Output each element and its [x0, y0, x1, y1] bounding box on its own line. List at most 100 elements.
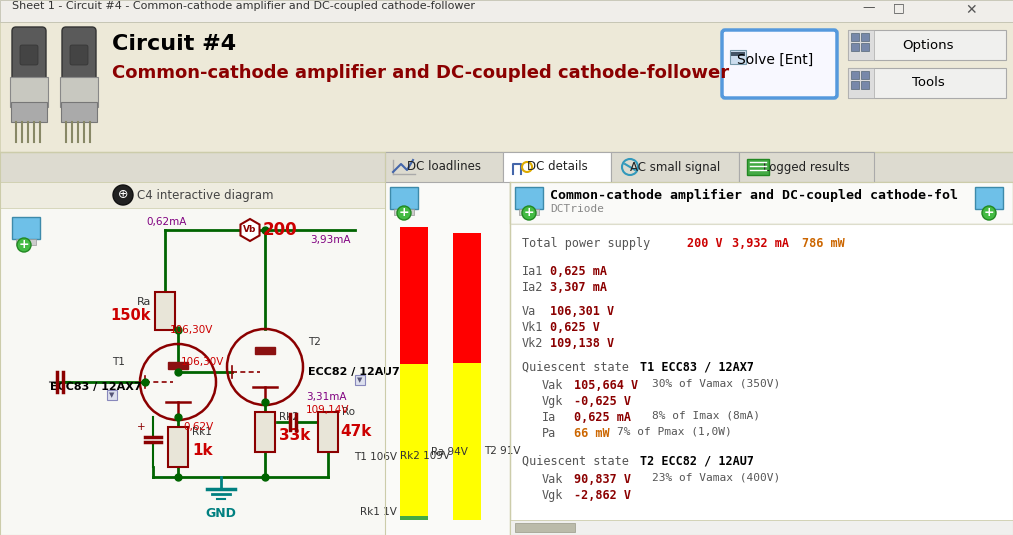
Text: +: +	[399, 207, 409, 219]
Bar	[861, 43, 869, 51]
Text: T2 91V: T2 91V	[484, 446, 521, 456]
Text: 30% of Vamax (350V): 30% of Vamax (350V)	[652, 379, 780, 389]
Bar	[394, 209, 414, 215]
Text: Rk1: Rk1	[192, 427, 212, 437]
Text: 7% of Pmax (1,0W): 7% of Pmax (1,0W)	[617, 427, 731, 437]
Bar	[318, 412, 338, 452]
Circle shape	[397, 206, 411, 220]
Circle shape	[113, 185, 133, 205]
Text: -0,625 V: -0,625 V	[574, 395, 631, 408]
Bar	[515, 523, 575, 532]
Bar	[255, 412, 275, 452]
Text: Total power supply: Total power supply	[522, 237, 650, 250]
Text: ▼: ▼	[358, 377, 363, 383]
Bar	[730, 50, 746, 64]
Bar	[400, 516, 428, 520]
Bar	[11, 102, 47, 122]
Bar	[503, 152, 611, 182]
Bar	[16, 239, 36, 245]
Bar	[255, 347, 275, 354]
Bar	[0, 152, 385, 535]
Bar	[0, 182, 385, 208]
Text: Ra 94V: Ra 94V	[431, 447, 468, 457]
Text: DC details: DC details	[527, 160, 588, 173]
Text: 3,93mA: 3,93mA	[310, 235, 350, 245]
Text: T2 ECC82 / 12AU7: T2 ECC82 / 12AU7	[640, 455, 754, 468]
Bar	[515, 187, 543, 209]
Text: 105,664 V: 105,664 V	[574, 379, 638, 392]
Bar	[861, 33, 869, 41]
Bar	[60, 77, 98, 107]
Text: Ra: Ra	[137, 297, 151, 307]
Text: 66 mW: 66 mW	[574, 427, 610, 440]
Text: Ia2: Ia2	[522, 281, 543, 294]
Text: Rk1 1V: Rk1 1V	[361, 507, 397, 517]
Bar	[848, 68, 874, 98]
Text: Vak: Vak	[542, 379, 563, 392]
Text: Vb: Vb	[243, 225, 256, 234]
Text: 200 V: 200 V	[687, 237, 722, 250]
Text: Quiescent state: Quiescent state	[522, 455, 636, 468]
Text: GND: GND	[206, 507, 236, 520]
Text: +: +	[524, 207, 534, 219]
Bar	[155, 292, 175, 330]
Bar	[453, 363, 481, 520]
Text: 109,138 V: 109,138 V	[550, 337, 614, 350]
Bar	[400, 364, 428, 520]
Text: Ro: Ro	[342, 407, 355, 417]
Text: +: +	[984, 207, 995, 219]
Bar	[519, 209, 539, 215]
Text: Quiescent state: Quiescent state	[522, 361, 636, 374]
Bar	[861, 71, 869, 79]
Bar	[747, 159, 769, 175]
Circle shape	[17, 238, 31, 252]
Text: 3,932 mA: 3,932 mA	[732, 237, 789, 250]
Bar	[385, 182, 510, 535]
Bar	[0, 182, 385, 535]
FancyBboxPatch shape	[722, 30, 837, 98]
Bar	[390, 187, 418, 209]
Text: C4 interactive diagram: C4 interactive diagram	[137, 188, 274, 202]
Text: 90,837 V: 90,837 V	[574, 473, 631, 486]
Text: AC small signal: AC small signal	[630, 160, 720, 173]
Bar	[851, 71, 859, 79]
Text: 8% of Imax (8mA): 8% of Imax (8mA)	[652, 411, 760, 421]
Bar	[355, 375, 365, 385]
Bar	[0, 22, 1013, 152]
Text: 0,62V: 0,62V	[183, 422, 214, 432]
Text: -2,862 V: -2,862 V	[574, 489, 631, 502]
Text: Ia: Ia	[542, 411, 556, 424]
Text: Rk2 109V: Rk2 109V	[400, 451, 450, 461]
Text: Vgk: Vgk	[542, 489, 563, 502]
Text: T1 ECC83 / 12AX7: T1 ECC83 / 12AX7	[640, 361, 754, 374]
Text: ✕: ✕	[965, 3, 977, 17]
Bar	[731, 52, 745, 56]
Text: Logged results: Logged results	[763, 160, 849, 173]
Circle shape	[522, 206, 536, 220]
Text: ECC82 / 12AU7: ECC82 / 12AU7	[308, 367, 400, 377]
Bar	[510, 182, 1013, 224]
Bar	[510, 182, 1013, 535]
Bar	[510, 182, 1013, 535]
FancyBboxPatch shape	[70, 45, 88, 65]
Text: ▼: ▼	[109, 392, 114, 398]
Bar	[12, 217, 40, 239]
Text: Options: Options	[903, 39, 954, 51]
Text: ECC83 / 12AX7: ECC83 / 12AX7	[50, 382, 142, 392]
Text: 23% of Vamax (400V): 23% of Vamax (400V)	[652, 473, 780, 483]
Text: 106,301 V: 106,301 V	[550, 305, 614, 318]
Text: +: +	[137, 422, 145, 432]
Text: 0,625 mA: 0,625 mA	[550, 265, 607, 278]
Text: Tools: Tools	[912, 77, 944, 89]
Bar	[975, 187, 1003, 209]
Text: Pa: Pa	[542, 427, 556, 440]
Text: DC loadlines: DC loadlines	[407, 160, 481, 173]
Bar	[510, 520, 1013, 535]
Text: 786 mW: 786 mW	[802, 237, 845, 250]
Text: T1 106V: T1 106V	[354, 452, 397, 462]
Text: □: □	[893, 1, 905, 14]
Text: 109,14V: 109,14V	[306, 405, 349, 415]
Text: —: —	[862, 1, 874, 14]
Bar	[851, 43, 859, 51]
Bar	[10, 77, 48, 107]
